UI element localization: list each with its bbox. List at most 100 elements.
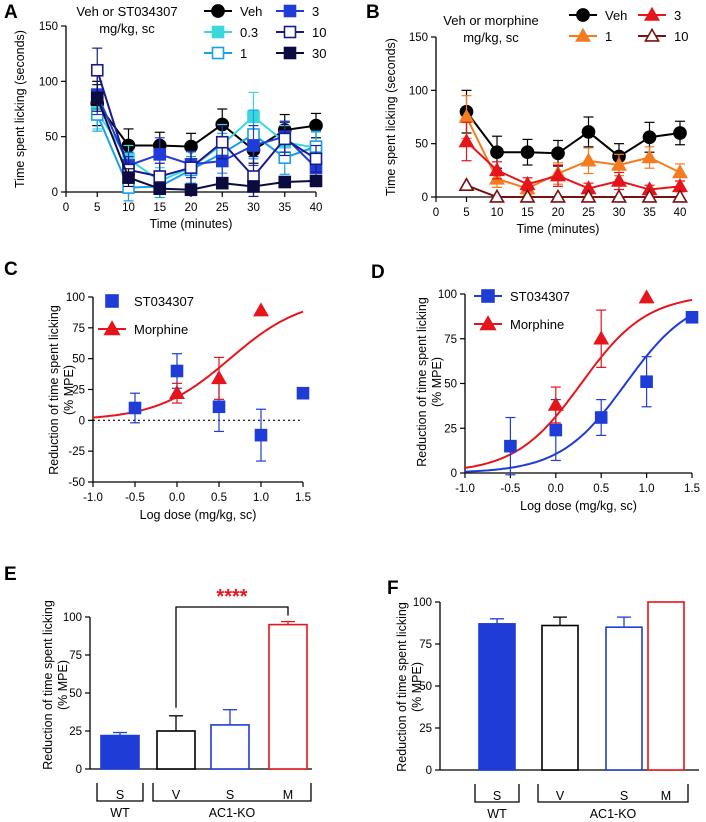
- data-point: [580, 188, 597, 203]
- y-tick-label: -25: [68, 446, 85, 458]
- y-tick-label: 25: [419, 723, 432, 735]
- data-point: [672, 164, 688, 179]
- x-tick-label: 1.5: [684, 483, 700, 495]
- series-morphine: [169, 302, 269, 404]
- panel-b: B 0 50 100 150 0 5 10 15 20 25 30 35 40 Time (minutes)…: [366, 2, 688, 236]
- data-point: [685, 310, 699, 324]
- significance-stars: ****: [216, 586, 247, 608]
- x-tick-label: 1.0: [639, 483, 655, 495]
- bar: [647, 601, 685, 771]
- category-label: M: [283, 788, 293, 802]
- legend-label: 1: [605, 29, 612, 44]
- y-axis-label-line: Reduction of time spent licking: [395, 602, 409, 772]
- y-axis-label-line: (% MPE): [62, 365, 76, 415]
- legend-entry: 30: [276, 46, 326, 61]
- panel-letter: B: [366, 2, 380, 23]
- y-tick-label: 25: [72, 385, 85, 397]
- group-label: WT: [487, 807, 507, 821]
- data-point: [489, 162, 505, 177]
- legend-marker: [576, 8, 590, 22]
- panel-letter: C: [4, 259, 18, 280]
- legend-marker: [644, 6, 660, 21]
- x-tick-label: -0.5: [125, 492, 145, 504]
- data-point: [673, 126, 687, 140]
- legend-marker: [479, 315, 497, 331]
- group-label: AC1-KO: [590, 807, 637, 821]
- series-st034307: [128, 353, 310, 462]
- legend-entry: Morphine: [474, 315, 564, 332]
- x-tick-label: 5: [463, 207, 469, 219]
- series-morphine: [547, 289, 655, 424]
- panel-letter: D: [371, 262, 385, 283]
- x-tick-label: 0.5: [593, 483, 609, 495]
- legend-label: Morphine: [134, 322, 188, 337]
- legend-entry: Veh: [569, 8, 627, 23]
- data-point: [549, 423, 563, 437]
- bar: [100, 734, 140, 770]
- x-tick-label: 1.0: [253, 492, 269, 504]
- data-point: [211, 370, 227, 385]
- x-tick-label: -0.5: [500, 483, 520, 495]
- data-point: [640, 375, 653, 389]
- x-axis-label: Time (minutes): [150, 217, 233, 231]
- legend-entry: 3: [638, 6, 681, 23]
- y-tick-label: 100: [63, 612, 82, 624]
- x-tick-label: 10: [122, 202, 135, 214]
- data-point: [184, 161, 198, 174]
- category-label: V: [556, 789, 565, 803]
- y-tick-label: -50: [68, 477, 85, 489]
- data-point: [309, 118, 323, 133]
- legend-label: ST034307: [510, 289, 570, 304]
- significance-bracket: [175, 606, 289, 708]
- data-point: [638, 289, 655, 304]
- x-tick-label: 10: [491, 207, 504, 219]
- y-tick-label: 100: [409, 85, 428, 97]
- x-tick-label: 5: [94, 202, 100, 214]
- x-tick-label: 30: [613, 207, 626, 219]
- legend-label: 3: [312, 4, 319, 19]
- y-axis-label-line: (% MPE): [430, 357, 444, 407]
- legend-marker: [283, 4, 297, 18]
- data-point: [278, 132, 292, 146]
- x-tick-label: 20: [552, 207, 565, 219]
- x-tick-label: 35: [278, 202, 291, 214]
- data-point: [215, 135, 229, 149]
- y-tick-label: 100: [66, 292, 85, 304]
- data-point: [672, 188, 688, 203]
- legend-marker: [481, 289, 495, 303]
- data-point: [215, 176, 229, 190]
- y-tick-label: 0: [79, 415, 85, 427]
- y-tick-label: 75: [419, 639, 432, 651]
- y-tick-label: 100: [438, 289, 457, 301]
- y-tick-label: 150: [39, 21, 58, 33]
- data-point: [278, 175, 292, 189]
- x-tick-label: 0.5: [211, 492, 227, 504]
- condition-label: Veh or morphine: [443, 13, 538, 28]
- category-label: V: [172, 788, 181, 802]
- y-tick-label: 50: [444, 379, 457, 391]
- legend-label: 3: [674, 8, 681, 23]
- data-point: [254, 428, 268, 442]
- data-point: [642, 130, 657, 145]
- x-tick-label: 0.0: [548, 483, 564, 495]
- data-point: [90, 91, 104, 105]
- legend-label: 30: [312, 46, 326, 61]
- data-point: [458, 133, 475, 148]
- data-point: [520, 145, 535, 160]
- data-point: [551, 146, 565, 161]
- y-axis-label: Time spent licking (seconds): [13, 30, 27, 188]
- data-point: [122, 171, 135, 184]
- legend-label: Morphine: [510, 317, 564, 332]
- series-3: [458, 121, 688, 196]
- data-point: [611, 188, 627, 203]
- group-label: AC1-KO: [209, 806, 256, 820]
- series-10: [458, 177, 688, 203]
- x-tick-label: 15: [153, 202, 166, 214]
- x-tick-label: 25: [216, 202, 229, 214]
- panel-letter: F: [387, 578, 399, 599]
- y-tick-label: 75: [444, 334, 457, 346]
- legend-label: 1: [240, 46, 247, 61]
- bar: [541, 624, 579, 771]
